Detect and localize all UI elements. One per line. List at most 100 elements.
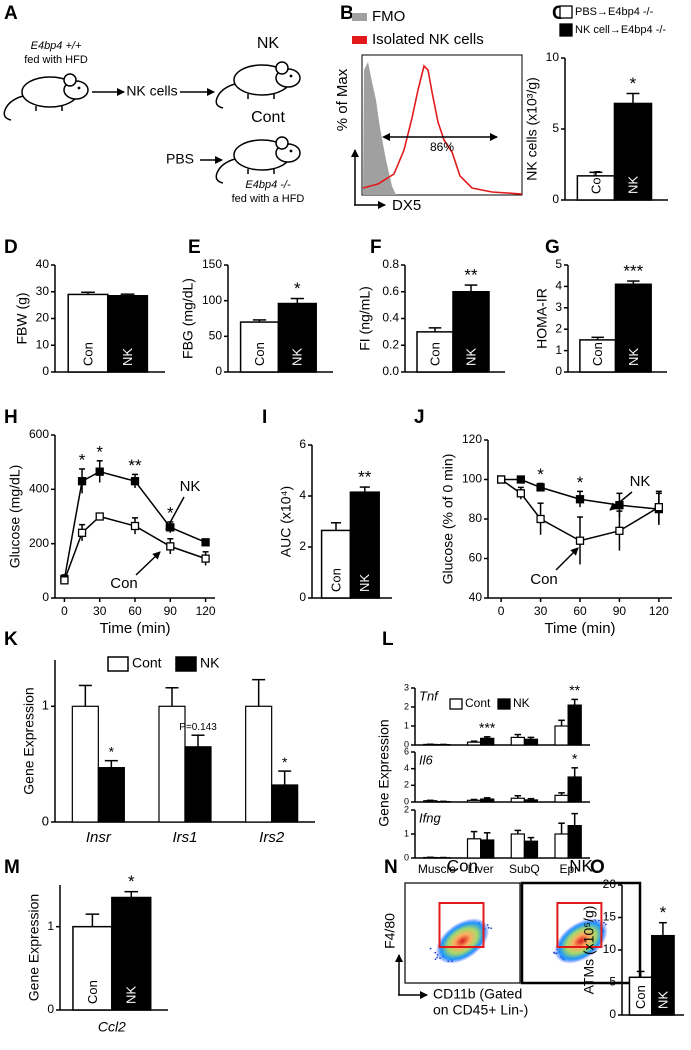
bar [554, 833, 569, 859]
y-tick-label: 4 [404, 763, 409, 773]
significance: * [109, 743, 115, 759]
bar [416, 331, 454, 373]
marker [615, 526, 624, 535]
y-tick-label: 2 [404, 804, 409, 814]
x-axis-label: CD11b (Gated [433, 986, 522, 1002]
bar [466, 799, 482, 803]
legend-swatch [107, 656, 129, 672]
bar-label: NK [290, 348, 305, 366]
bar [245, 705, 273, 823]
subplot-title: Tnf [419, 688, 439, 703]
y-tick-label: 100 [462, 472, 482, 486]
bar [72, 925, 113, 1011]
bar [567, 824, 582, 859]
subplot-title: Ifng [419, 810, 441, 825]
marker [95, 512, 104, 521]
series-callout: Con [530, 571, 558, 588]
bar-label: NK [120, 348, 135, 366]
series-callout: Con [110, 575, 138, 592]
y-tick-label: 0 [215, 364, 222, 378]
bar [510, 797, 525, 803]
plot-title: NK [569, 856, 593, 875]
x-axis-label: Time (min) [99, 620, 170, 637]
y-tick-label: 40 [469, 590, 483, 604]
x-tick-label: 120 [196, 604, 216, 618]
y-tick-label: 4 [555, 279, 562, 293]
x-tick-label: Irs1 [172, 829, 197, 846]
histogram-area [363, 62, 396, 195]
mouse-eye [77, 86, 81, 90]
y-tick-label: 0.0 [382, 364, 399, 378]
y-tick-label: 2 [299, 539, 306, 553]
significance: * [128, 872, 135, 891]
significance: * [577, 473, 584, 492]
significance: * [630, 74, 637, 93]
annotation: 86% [430, 140, 454, 154]
marker [536, 514, 545, 524]
bar [271, 784, 299, 823]
significance: * [79, 450, 86, 469]
y-tick-label: 20 [603, 877, 617, 891]
y-tick-label: 0 [404, 852, 409, 862]
mouse-tail [215, 158, 236, 184]
y-tick-label: 80 [469, 511, 483, 525]
callout-arrow [165, 496, 185, 531]
series-callout: NK [180, 478, 201, 495]
marker [95, 467, 104, 476]
panel-letter: J [414, 407, 425, 428]
mouse-eye [289, 149, 293, 153]
significance: *** [479, 720, 496, 736]
bar-label: NK [626, 348, 641, 366]
y-tick-label: 0 [42, 813, 49, 828]
marker [516, 475, 526, 484]
bar [523, 738, 539, 746]
bar-label: Con [590, 342, 605, 366]
y-axis-label: Gene Expression [26, 894, 42, 1001]
y-tick-label: 0 [404, 739, 409, 749]
bar [554, 794, 569, 803]
y-tick-label: 5 [609, 975, 616, 989]
legend-label: NK [513, 696, 530, 710]
x-tick-label: 90 [613, 604, 627, 618]
y-tick-label: 2 [555, 321, 562, 335]
x-tick-label: 0 [61, 604, 68, 618]
y-tick-label: 3 [404, 682, 409, 692]
marker [575, 495, 585, 504]
y-axis-label: ATMs (x10⁵/g) [581, 906, 597, 995]
diagram-label: E4bp4 -/- [245, 179, 291, 191]
bar [614, 283, 652, 373]
y-tick-label: 0.4 [382, 311, 399, 325]
y-tick-label: 60 [469, 551, 483, 565]
y-tick-label: 1 [47, 919, 54, 933]
y-tick-label: 150 [202, 257, 222, 271]
bar-label: Con [328, 568, 343, 592]
bar [71, 705, 99, 823]
bar [480, 798, 495, 803]
marker [77, 477, 87, 486]
significance: P=0.143 [179, 722, 217, 733]
bar [320, 529, 352, 599]
legend-swatch [449, 698, 463, 710]
bar [452, 291, 490, 373]
x-tick-label: 60 [128, 604, 142, 618]
x-tick-label: Insr [86, 829, 112, 846]
x-axis-label: Ccl2 [98, 1019, 126, 1035]
bar [510, 833, 525, 859]
y-tick-label: 2 [404, 701, 409, 711]
x-tick-label: Irs2 [259, 829, 285, 846]
series-line [63, 515, 206, 581]
bar-label: NK [463, 348, 478, 366]
panel-letter: M [4, 857, 20, 878]
bar [523, 799, 539, 803]
x-tick-label: Epi [559, 862, 576, 876]
gate [438, 902, 485, 948]
callout-arrow [135, 551, 161, 576]
y-tick-label: 2 [404, 780, 409, 790]
subplot-title: Il6 [419, 752, 434, 767]
y-axis-label: HOMA-IR [534, 288, 550, 349]
y-tick-label: 0 [555, 364, 562, 378]
x-tick-label: Muscle [418, 862, 456, 876]
y-tick-label: 0.8 [382, 257, 399, 271]
x-tick-label: 30 [534, 604, 548, 618]
y-tick-label: 3 [555, 300, 562, 314]
